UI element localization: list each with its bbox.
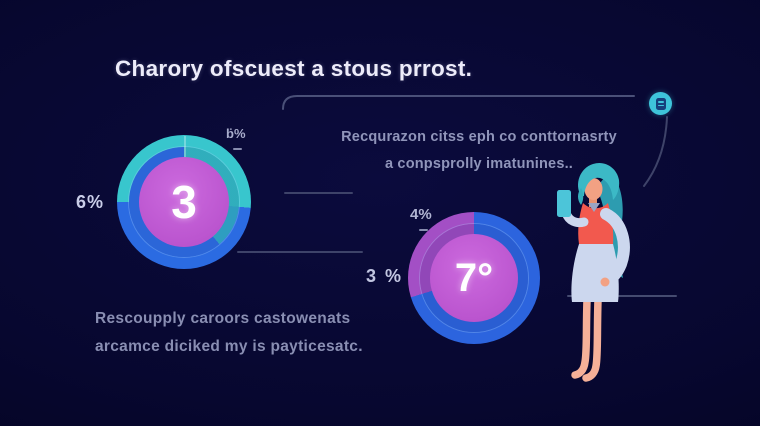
woman-leg-left bbox=[571, 296, 591, 379]
woman-leg-right bbox=[582, 296, 602, 382]
subtitle-paragraph: Recqurazon citss eph co conttornasrty a … bbox=[305, 124, 653, 178]
donut-left-value: 3 bbox=[171, 176, 197, 228]
subtitle-line-1: Recqurazon citss eph co conttornasrty bbox=[341, 129, 617, 145]
donut-left-divider bbox=[184, 136, 186, 157]
connector-arc bbox=[643, 116, 668, 187]
phone-icon bbox=[557, 190, 571, 217]
connector-top-line bbox=[282, 95, 635, 110]
page-title: Charory ofscuest a stous prrost. bbox=[115, 56, 473, 81]
donut-right-center: 7° bbox=[430, 234, 518, 322]
woman-hair-lock bbox=[578, 188, 584, 205]
woman-hair-top bbox=[578, 162, 620, 200]
donut-left-label-tick bbox=[233, 148, 242, 150]
woman-skirt bbox=[571, 244, 619, 302]
donut-right-label-top: 4% bbox=[410, 206, 432, 223]
donut-left-center: 3 bbox=[139, 157, 229, 247]
donut-chart-left: 3 bbox=[117, 135, 251, 269]
caption-line-1: Rescoupply caroors castowenats bbox=[95, 310, 351, 327]
woman-head bbox=[584, 178, 603, 200]
document-badge-icon bbox=[649, 92, 672, 115]
donut-left-label-top: ḃ% bbox=[226, 126, 246, 141]
woman-left-hand bbox=[600, 277, 610, 287]
donut-chart-right: 7° bbox=[408, 212, 540, 344]
subtitle-line-2: a conpsprolly imatunines.. bbox=[384, 156, 574, 172]
woman-neckline bbox=[588, 203, 600, 212]
document-icon bbox=[655, 97, 666, 110]
donut-right-value: 7° bbox=[454, 255, 494, 300]
caption-paragraph: Rescoupply caroors castowenats arcamce d… bbox=[95, 305, 363, 361]
donut-right-label-tick bbox=[419, 229, 428, 231]
donut-right-label-left: 3 % bbox=[366, 266, 404, 286]
donut-left-label-left: 6% bbox=[76, 192, 105, 212]
caption-line-2: arcamce diciked my is payticesatc. bbox=[95, 338, 363, 355]
woman-left-arm bbox=[600, 208, 630, 287]
woman-neck bbox=[589, 195, 597, 207]
